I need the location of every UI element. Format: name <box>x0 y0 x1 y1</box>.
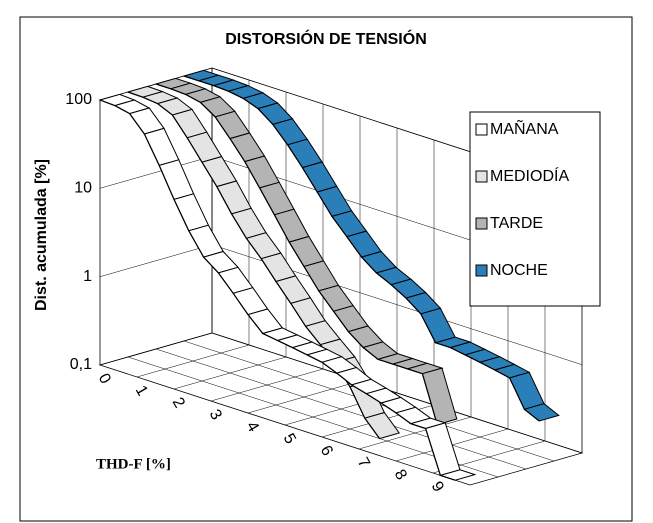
x-axis-label: THD-F [%] <box>96 456 171 472</box>
chart-title: DISTORSIÓN DE TENSIÓN <box>225 29 427 48</box>
series <box>154 77 458 426</box>
y-tick-label: 1 <box>83 268 92 285</box>
legend-box <box>469 111 601 307</box>
legend-swatch <box>475 217 488 230</box>
series <box>98 93 477 481</box>
legend-swatch <box>475 170 488 183</box>
legend-label: MAÑANA <box>490 118 559 138</box>
series-line <box>155 83 438 425</box>
series-line <box>99 99 456 481</box>
legend-swatch <box>475 123 488 136</box>
series-line <box>183 75 540 422</box>
grid-line <box>284 128 398 426</box>
series <box>182 69 560 422</box>
legend-swatch <box>475 264 488 277</box>
y-axis-label: Dist. acumulada [%] <box>33 159 50 311</box>
grid-line <box>173 92 287 390</box>
series <box>126 85 401 440</box>
y-tick-label: 10 <box>74 180 92 197</box>
y-tick-label: 0,1 <box>70 356 92 373</box>
legend-label: NOCHE <box>490 262 548 279</box>
legend-label: MEDIODÍA <box>490 166 569 185</box>
y-tick-label: 100 <box>65 91 92 108</box>
legend-label: TARDE <box>490 215 543 232</box>
floor-line <box>155 348 527 470</box>
